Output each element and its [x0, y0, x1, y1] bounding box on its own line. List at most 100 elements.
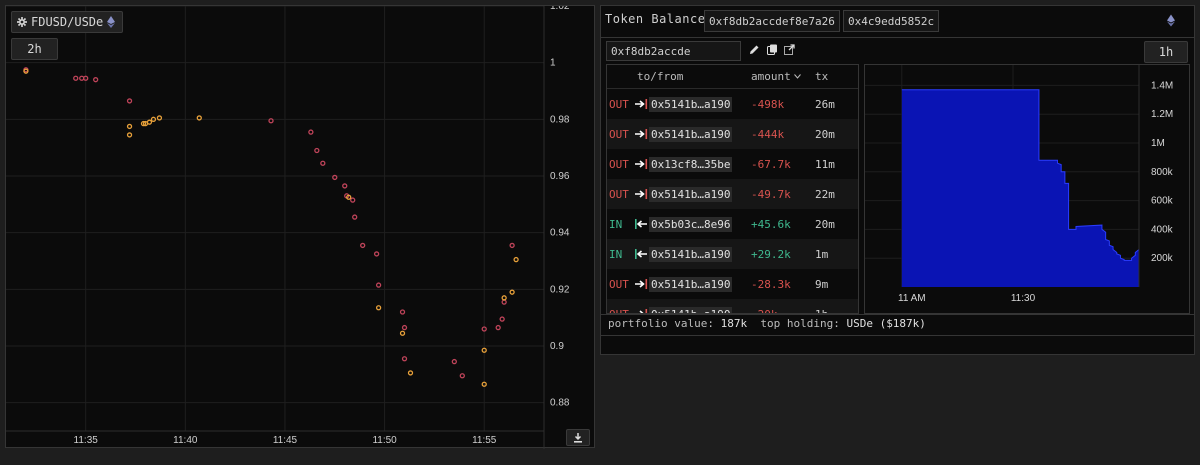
table-row[interactable]: IN 0x5b03c…8e96 +45.6k 20m: [607, 209, 858, 239]
counterparty-address[interactable]: 0x5141b…a190: [649, 276, 733, 292]
data-point[interactable]: [399, 330, 406, 336]
address-search-input[interactable]: 0xf8db2accde: [606, 41, 741, 61]
pair-selector[interactable]: FDUSD/USDe: [11, 11, 123, 33]
data-point[interactable]: [350, 197, 356, 203]
tx-age[interactable]: 20m: [815, 217, 835, 231]
counterparty-cell: 0x5141b…a190: [635, 126, 745, 142]
data-point[interactable]: [140, 120, 147, 127]
arrow-left-icon: [635, 249, 649, 259]
balance-area-chart-box: 1.4M 1.2M 1M 800k 600k 400k 200k 11 AM 11:30: [864, 64, 1190, 314]
table-row[interactable]: OUT 0x5141b…a190 -20k 1h: [607, 299, 858, 314]
download-button[interactable]: [566, 429, 590, 446]
data-point[interactable]: [314, 147, 320, 154]
data-point[interactable]: [501, 299, 507, 305]
data-point[interactable]: [360, 242, 366, 249]
counterparty-cell: 0x5141b…a190: [635, 96, 745, 112]
table-row[interactable]: IN 0x5141b…a190 +29.2k 1m: [607, 239, 858, 269]
data-point[interactable]: [401, 324, 408, 331]
data-point[interactable]: [352, 214, 358, 220]
data-point[interactable]: [501, 295, 507, 301]
tx-age[interactable]: 20m: [815, 127, 835, 141]
tx-header[interactable]: tx: [815, 70, 829, 83]
table-row[interactable]: OUT 0x5141b…a190 -498k 26m: [607, 89, 858, 119]
data-point[interactable]: [308, 129, 314, 135]
data-point[interactable]: [23, 68, 29, 74]
edit-icon[interactable]: [749, 44, 760, 55]
pair-label: FDUSD/USDe: [31, 15, 104, 29]
tx-age[interactable]: 1m: [815, 247, 829, 261]
portfolio-value-label: portfolio value:: [608, 317, 714, 330]
balance-area: [901, 89, 1139, 287]
data-point[interactable]: [401, 356, 408, 362]
data-point[interactable]: [513, 256, 519, 263]
counterparty-address[interactable]: 0x5141b…a190: [649, 246, 733, 262]
data-point[interactable]: [451, 358, 457, 365]
counterparty-address[interactable]: 0x5141b…a190: [649, 96, 733, 112]
data-point[interactable]: [126, 98, 133, 104]
data-point[interactable]: [146, 119, 153, 125]
data-point[interactable]: [375, 282, 382, 288]
data-point[interactable]: [459, 373, 465, 379]
y-tick-label: 200k: [1151, 253, 1174, 264]
tx-age[interactable]: 11m: [815, 157, 835, 171]
data-point[interactable]: [73, 75, 79, 81]
data-point[interactable]: [268, 118, 274, 124]
y-tick-label: 1.02: [550, 6, 570, 12]
data-point[interactable]: [93, 77, 99, 83]
data-point[interactable]: [481, 381, 487, 387]
amount-header[interactable]: amount: [745, 70, 811, 83]
address-1-value: 0xf8db2accdef8e7a26: [709, 14, 835, 28]
to-from-header[interactable]: to/from: [637, 70, 684, 83]
data-point[interactable]: [342, 183, 348, 189]
portfolio-value: 187k: [720, 317, 748, 330]
data-point[interactable]: [332, 174, 338, 181]
data-point[interactable]: [346, 194, 352, 200]
x-tick-label: 11:30: [1011, 293, 1036, 304]
data-point[interactable]: [495, 324, 501, 331]
data-point[interactable]: [373, 251, 380, 257]
data-point[interactable]: [156, 115, 163, 121]
address-field-1[interactable]: 0xf8db2accdef8e7a26: [704, 10, 840, 32]
data-point[interactable]: [399, 309, 406, 315]
direction-label: OUT: [609, 187, 629, 201]
data-point[interactable]: [407, 370, 414, 376]
data-point[interactable]: [126, 132, 133, 138]
data-point[interactable]: [83, 75, 89, 81]
data-point[interactable]: [509, 289, 515, 295]
tx-age[interactable]: 9m: [815, 277, 829, 291]
panel-title: Token Balance: [605, 12, 706, 26]
data-point[interactable]: [375, 305, 382, 311]
data-point[interactable]: [481, 347, 487, 353]
table-row[interactable]: OUT 0x13cf8…35be -67.7k 11m: [607, 149, 858, 179]
ethereum-icon[interactable]: [1167, 14, 1175, 27]
tx-age[interactable]: 1h: [815, 307, 829, 314]
top-holding-value: USDe ($187k): [846, 317, 926, 330]
counterparty-address[interactable]: 0x13cf8…35be: [649, 156, 733, 172]
counterparty-address[interactable]: 0x5141b…a190: [649, 306, 733, 313]
y-tick-label: 800k: [1151, 167, 1174, 178]
data-point[interactable]: [126, 123, 133, 130]
data-point[interactable]: [509, 242, 515, 249]
tx-age[interactable]: 26m: [815, 97, 835, 111]
data-point[interactable]: [320, 160, 326, 166]
portfolio-summary: portfolio value: 187k top holding: USDe …: [608, 317, 926, 330]
tx-age[interactable]: 22m: [815, 187, 835, 201]
data-point[interactable]: [150, 116, 157, 122]
counterparty-address[interactable]: 0x5141b…a190: [649, 186, 733, 202]
data-point[interactable]: [499, 316, 505, 322]
balance-area-chart: 1.4M 1.2M 1M 800k 600k 400k 200k 11 AM 11:30: [865, 65, 1174, 304]
external-link-icon[interactable]: [784, 44, 795, 55]
data-point[interactable]: [196, 115, 202, 121]
table-row[interactable]: OUT 0x5141b…a190 -28.3k 9m: [607, 269, 858, 299]
table-body: OUT 0x5141b…a190 -498k 26m OUT 0x5141b…a190 -4…: [607, 89, 858, 314]
table-row[interactable]: OUT 0x5141b…a190 -49.7k 22m: [607, 179, 858, 209]
counterparty-address[interactable]: 0x5b03c…8e96: [649, 216, 733, 232]
copy-icon[interactable]: [767, 44, 778, 55]
address-field-2[interactable]: 0x4c9edd5852c: [843, 10, 939, 32]
counterparty-address[interactable]: 0x5141b…a190: [649, 126, 733, 142]
table-row[interactable]: OUT 0x5141b…a190 -444k 20m: [607, 119, 858, 149]
data-point[interactable]: [481, 326, 487, 332]
timeframe-button[interactable]: 1h: [1144, 41, 1188, 63]
timeframe-button[interactable]: 2h: [11, 38, 58, 60]
search-value: 0xf8db2accde: [611, 44, 691, 58]
